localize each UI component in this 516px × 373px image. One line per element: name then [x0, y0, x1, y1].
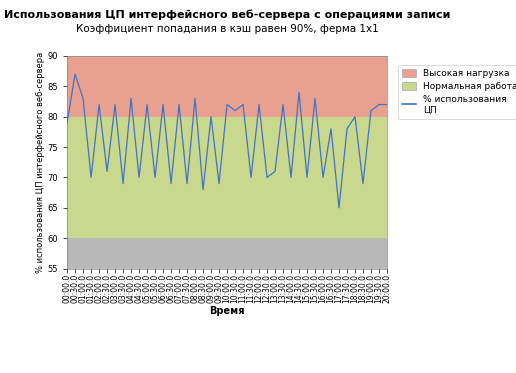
- Legend: Высокая нагрузка, Нормальная работа, % использования
ЦП: Высокая нагрузка, Нормальная работа, % и…: [398, 65, 516, 119]
- Text: Использования ЦП интерфейсного веб-сервера с операциями записи: Использования ЦП интерфейсного веб-серве…: [4, 9, 450, 20]
- Bar: [67, 117, 387, 238]
- Bar: [67, 56, 387, 117]
- Y-axis label: % использования ЦП интерфейсного веб-сервера: % использования ЦП интерфейсного веб-сер…: [36, 51, 45, 273]
- X-axis label: Время: Время: [209, 306, 245, 316]
- Text: Коэффициент попадания в кэш равен 90%, ферма 1x1: Коэффициент попадания в кэш равен 90%, ф…: [76, 24, 378, 34]
- Bar: [67, 238, 387, 269]
